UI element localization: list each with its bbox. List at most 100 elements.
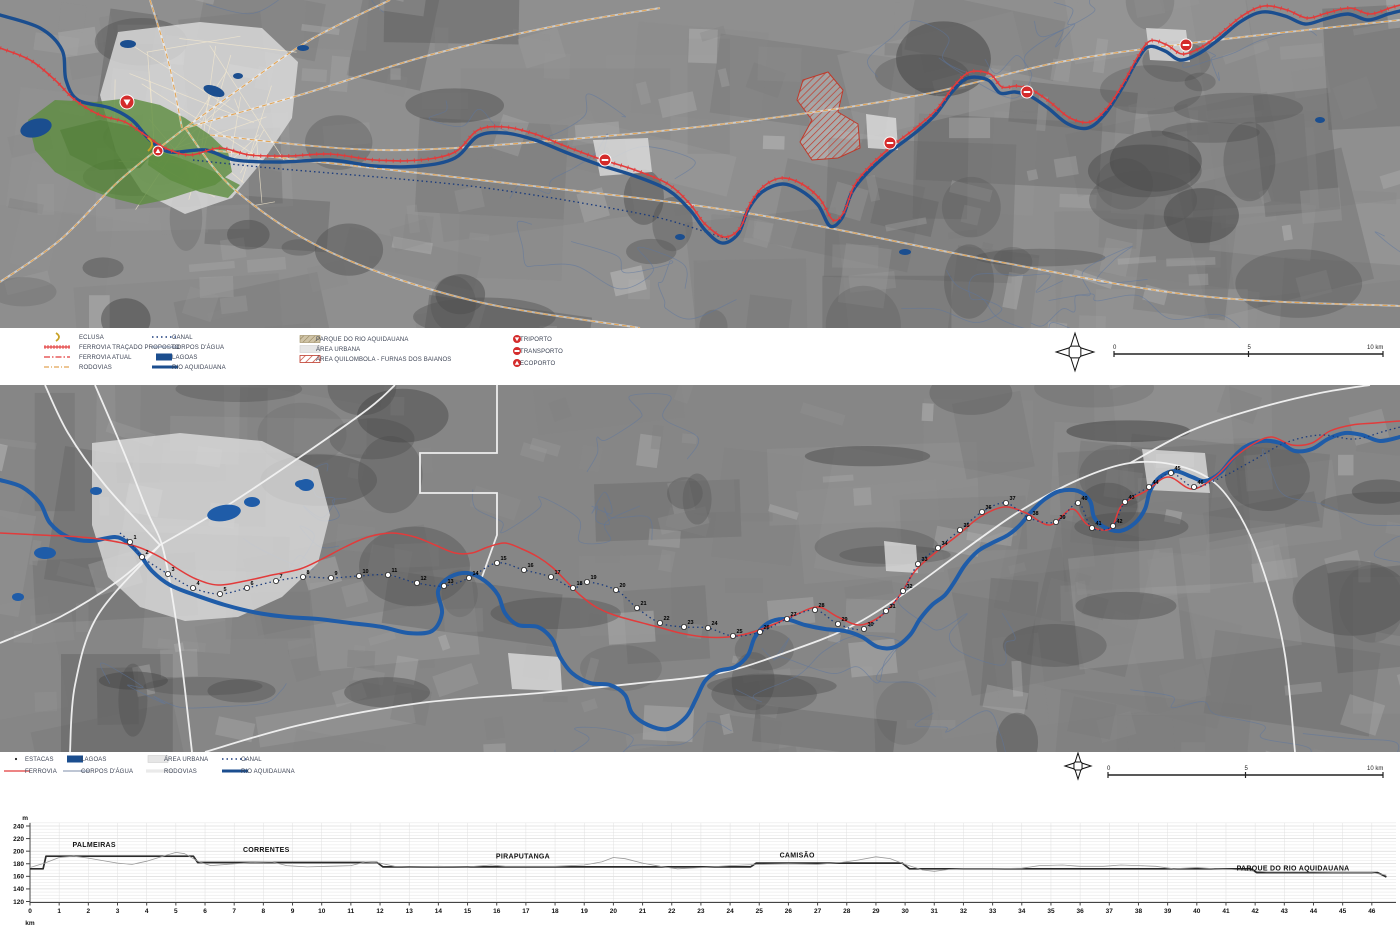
legend-item-label: CANAL	[172, 335, 193, 341]
stake-number: 21	[641, 601, 647, 607]
x-tick-label: 41	[1222, 908, 1230, 915]
stake-number: 24	[712, 621, 719, 627]
x-tick-label: 4	[145, 908, 149, 915]
stake-marker: 44	[1146, 480, 1160, 491]
rodovia-line	[209, 19, 1400, 151]
stake-number: 2	[146, 550, 149, 556]
lagoa	[12, 593, 24, 601]
stake-marker: 22	[657, 616, 670, 626]
x-tick-label: 8	[262, 908, 266, 915]
stake-marker: 41	[1089, 521, 1102, 531]
lagoa	[297, 45, 309, 51]
x-tick-label: 28	[843, 908, 851, 915]
x-tick-label: 16	[493, 908, 501, 915]
stake-marker: 29	[835, 617, 848, 627]
stake-marker: 1	[127, 535, 137, 545]
rodovia-line	[204, 460, 1296, 752]
stake-marker: 36	[979, 505, 992, 516]
x-tick-label: 5	[174, 908, 178, 915]
x-tick-label: 45	[1339, 908, 1347, 915]
lagoa	[90, 487, 102, 495]
stream-line	[428, 93, 626, 139]
stake-number: 22	[664, 616, 670, 622]
x-tick-label: 15	[464, 908, 472, 915]
stream-line	[509, 133, 696, 199]
scale-label: 5	[1248, 345, 1252, 351]
legend-item-label: CANAL	[241, 757, 262, 763]
stake-marker: 18	[570, 581, 583, 591]
legend-symbol-area-urbana	[299, 345, 321, 353]
stake-marker: 10	[355, 569, 369, 579]
lagoa	[203, 84, 225, 98]
legend-symbol-lagoas	[67, 755, 83, 763]
port-marker-transporto	[512, 346, 522, 356]
y-tick-label: 220	[13, 836, 24, 843]
x-tick-label: 31	[931, 908, 939, 915]
stake-marker: 5	[216, 587, 227, 597]
legend-symbol-quilombola	[299, 355, 321, 363]
x-tick-label: 24	[726, 908, 734, 915]
stake-marker: 8	[299, 570, 310, 580]
x-tick-label: 43	[1281, 908, 1289, 915]
legend-item-label: ÁREA URBANA	[164, 756, 208, 763]
stake-marker: 37	[1003, 496, 1016, 507]
satellite-texture	[0, 0, 1400, 328]
stake-number: 12	[421, 576, 427, 582]
urban-area	[92, 433, 330, 621]
x-tick-label: 44	[1310, 908, 1318, 915]
stake-number: 10	[363, 569, 369, 575]
stake-marker: 9	[327, 571, 338, 581]
stake-number: 11	[392, 568, 398, 574]
x-tick-label: 25	[756, 908, 764, 915]
x-tick-label: 22	[668, 908, 676, 915]
stake-number: 4	[197, 581, 201, 587]
stake-number: 34	[942, 541, 949, 547]
profile-series-terreno	[29, 852, 1387, 876]
stake-number: 27	[791, 612, 797, 618]
stake-number: 31	[890, 604, 896, 610]
legend-symbol-transporto	[512, 346, 522, 356]
x-tick-label: 39	[1164, 908, 1172, 915]
x-tick-label: 19	[581, 908, 589, 915]
stake-number: 28	[819, 603, 825, 609]
stake-number: 45	[1175, 466, 1181, 472]
stake-marker: 31	[883, 604, 896, 614]
rodovia-line	[184, 0, 391, 129]
stake-marker: 34	[935, 541, 949, 551]
scale-label: 0	[1107, 766, 1111, 772]
canal-line	[192, 159, 731, 241]
stake-marker: 2	[138, 550, 149, 560]
legend-symbol-parque	[299, 335, 321, 343]
y-tick-label: 140	[13, 886, 24, 893]
port-marker-triporto	[512, 334, 522, 344]
port-marker-triporto	[119, 94, 135, 110]
x-tick-label: 11	[347, 908, 354, 915]
x-tick-label: 23	[697, 908, 705, 915]
scale-label: 5	[1245, 766, 1249, 772]
stake-number: 17	[555, 570, 561, 576]
stake-number: 40	[1082, 496, 1088, 502]
ferrovia-line	[0, 420, 1400, 639]
stake-number: 18	[577, 581, 583, 587]
y-tick-label: 160	[13, 874, 24, 881]
legend-item-label: CORPOS D'ÁGUA	[172, 344, 224, 351]
x-tick-label: 3	[116, 908, 120, 915]
stake-number: 15	[501, 556, 507, 562]
lagoa	[20, 118, 52, 138]
legend-symbol-eclusa	[55, 332, 60, 342]
eclusa-marker	[147, 137, 153, 152]
x-tick-label: 36	[1077, 908, 1085, 915]
port-marker-transporto	[598, 153, 612, 167]
scale-label: 0	[1113, 345, 1117, 351]
legend-item-label: ÁREA URBANA	[316, 346, 360, 353]
legend-item-label: RODOVIAS	[79, 365, 112, 371]
lagoa	[244, 497, 260, 507]
stake-number: 37	[1010, 496, 1016, 502]
stake-marker: 38	[1026, 511, 1039, 521]
stake-number: 36	[986, 505, 992, 511]
legend-item-label: TRIPORTO	[520, 337, 552, 343]
rodovia-line	[0, 544, 161, 644]
urban-area	[508, 653, 562, 691]
stake-number: 25	[737, 629, 743, 635]
